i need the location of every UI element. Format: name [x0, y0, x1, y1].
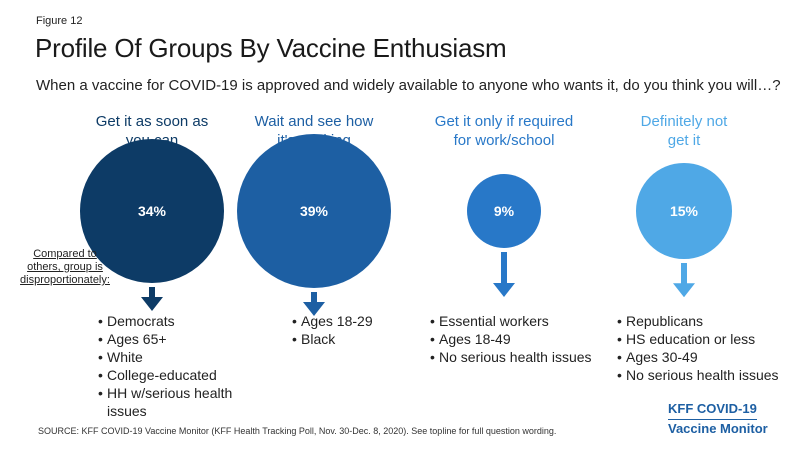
group-traits-2: Ages 18-29Black: [292, 312, 462, 348]
bubble-4: 15%: [636, 163, 732, 259]
brand-line1: KFF COVID-19: [668, 400, 757, 420]
group-traits-3: Essential workersAges 18-49No serious he…: [430, 312, 600, 366]
group-heading-line: Wait and see how: [254, 113, 374, 130]
down-arrow-icon: [141, 286, 163, 311]
compared-note-text: Compared to others, group is disproporti…: [20, 248, 110, 286]
down-arrow-icon: [303, 292, 325, 316]
group-traits-1: DemocratsAges 65+WhiteCollege-educatedHH…: [98, 312, 238, 420]
trait-item: Democrats: [98, 312, 238, 330]
bubble-value-label: 15%: [669, 202, 698, 219]
arrow-shape: [303, 292, 325, 316]
bubble-value-label: 39%: [299, 203, 329, 219]
bubble-value-label: 9%: [493, 202, 515, 219]
group-heading-line: Definitely not: [640, 113, 728, 130]
arrow-shape: [141, 286, 163, 311]
bubble-2: 39%: [237, 134, 391, 288]
group-heading-line: get it: [667, 132, 701, 149]
bubble-3: 9%: [467, 174, 541, 248]
trait-item: College-educated: [98, 366, 238, 384]
trait-item: Ages 30-49: [617, 348, 787, 366]
down-arrow-icon: [493, 251, 515, 297]
down-arrow-icon: [673, 262, 695, 297]
trait-item: Black: [292, 330, 462, 348]
arrow-shape: [673, 262, 695, 297]
trait-item: Ages 18-29: [292, 312, 462, 330]
group-heading-4: Definitely not get it: [604, 112, 764, 150]
trait-item: Essential workers: [430, 312, 600, 330]
trait-item: No serious health issues: [430, 348, 600, 366]
group-heading-line: Get it as soon as: [95, 113, 209, 130]
trait-item: Ages 65+: [98, 330, 238, 348]
group-traits-4: RepublicansHS education or lessAges 30-4…: [617, 312, 787, 384]
group-heading-line: for work/school: [453, 132, 555, 149]
arrow-shape: [493, 251, 515, 297]
brand-logo: KFF COVID-19 Vaccine Monitor: [668, 400, 780, 438]
trait-item: HH w/serious health issues: [98, 384, 238, 420]
group-heading-3: Get it only if required for work/school: [424, 112, 584, 150]
trait-item: Ages 18-49: [430, 330, 600, 348]
bubble-1: 34%: [80, 139, 224, 283]
figure-label: Figure 12: [36, 15, 83, 27]
brand-line2: Vaccine Monitor: [668, 421, 768, 436]
chart-subtitle: When a vaccine for COVID-19 is approved …: [36, 77, 781, 94]
group-heading-line: Get it only if required: [434, 113, 574, 130]
trait-item: White: [98, 348, 238, 366]
trait-item: Republicans: [617, 312, 787, 330]
trait-item: No serious health issues: [617, 366, 787, 384]
trait-item: HS education or less: [617, 330, 787, 348]
source-note: SOURCE: KFF COVID-19 Vaccine Monitor (KF…: [38, 426, 557, 436]
chart-title: Profile Of Groups By Vaccine Enthusiasm: [35, 33, 507, 63]
compared-note: Compared to others, group is disproporti…: [16, 248, 114, 287]
bubble-value-label: 34%: [137, 202, 166, 219]
